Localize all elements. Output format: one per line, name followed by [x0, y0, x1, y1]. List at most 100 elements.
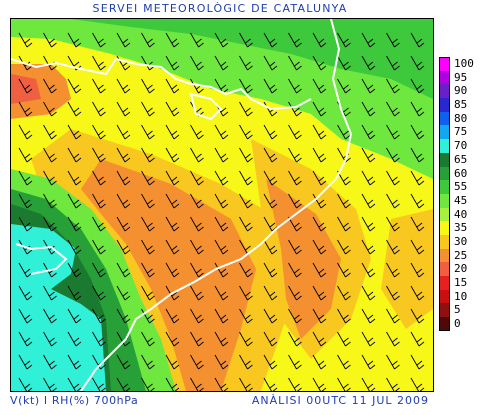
wind-barb [214, 32, 229, 48]
wind-barb [214, 262, 229, 278]
wind-barb [263, 147, 278, 163]
wind-barb [67, 170, 82, 186]
legend-swatch [439, 180, 450, 194]
wind-barb [190, 285, 204, 301]
wind-barb [288, 377, 302, 391]
wind-barb [43, 101, 57, 117]
wind-barb [92, 239, 106, 255]
wind-barb [214, 285, 229, 301]
wind-barb [288, 32, 302, 48]
wind-barb [92, 308, 106, 324]
wind-barb [288, 354, 302, 370]
legend-swatch [439, 248, 450, 263]
wind-barb [67, 101, 82, 117]
legend-swatch [439, 98, 450, 112]
legend-swatch [439, 70, 450, 85]
wind-barb [116, 377, 131, 391]
legend-label: 15 [454, 276, 468, 289]
wind-barb [386, 147, 400, 163]
wind-barb [263, 308, 278, 324]
wind-barb [67, 377, 82, 391]
wind-barb [18, 170, 33, 186]
wind-barb [214, 239, 229, 255]
wind-barb [92, 170, 106, 186]
wind-barb [239, 147, 253, 163]
wind-barb [165, 354, 180, 370]
wind-barb [190, 331, 204, 347]
wind-barb [312, 78, 327, 94]
wind-barb-layer [18, 32, 425, 391]
wind-barb [43, 32, 57, 48]
wind-barb [92, 193, 106, 209]
wind-barb [337, 331, 351, 347]
wind-barb [190, 55, 204, 71]
wind-barb [214, 331, 229, 347]
wind-barb [386, 239, 400, 255]
wind-barb [43, 377, 57, 391]
wind-barb [116, 78, 131, 94]
wind-barb [43, 354, 57, 370]
legend-label: 0 [454, 317, 461, 331]
wind-barb [337, 55, 351, 71]
wind-barb [410, 285, 425, 301]
wind-barb [239, 216, 253, 232]
wind-barb [92, 78, 106, 94]
wind-barb [288, 262, 302, 278]
wind-barb [410, 147, 425, 163]
wind-barb [239, 124, 253, 140]
wind-barb [337, 239, 351, 255]
wind-barb [288, 55, 302, 71]
wind-barb [263, 377, 278, 391]
wind-barb [214, 216, 229, 232]
wind-barb [361, 78, 376, 94]
variables-label: V(kt) I RH(%) 700hPa [10, 394, 139, 407]
wind-barb [165, 147, 180, 163]
legend-swatch [439, 111, 450, 126]
wind-barb [386, 285, 400, 301]
wind-barb [165, 377, 180, 391]
legend-label: 55 [454, 180, 468, 194]
legend-label: 20 [454, 262, 468, 276]
legend-swatch [439, 57, 450, 71]
wind-barb [263, 262, 278, 278]
wind-barb [312, 262, 327, 278]
wind-barb [116, 170, 131, 186]
wind-barb [116, 216, 131, 232]
wind-barb [288, 101, 302, 117]
wind-barb [263, 78, 278, 94]
wind-barb [312, 193, 327, 209]
wind-barb [165, 78, 180, 94]
wind-barb [18, 32, 33, 48]
wind-barb [263, 331, 278, 347]
wind-barb [165, 331, 180, 347]
wind-barb [165, 124, 180, 140]
wind-barb [312, 124, 327, 140]
wind-barb [263, 193, 278, 209]
wind-barb [190, 308, 204, 324]
wind-barb [361, 308, 376, 324]
wind-barb [361, 331, 376, 347]
legend-swatch [439, 139, 450, 153]
wind-barb [116, 308, 131, 324]
wind-barb [141, 170, 155, 186]
legend-label: 65 [454, 152, 468, 166]
wind-barb [361, 193, 376, 209]
wind-barb [141, 193, 155, 209]
wind-barb [116, 285, 131, 301]
wind-barb [263, 354, 278, 370]
wind-barb [410, 32, 425, 48]
wind-barb [410, 124, 425, 140]
legend-label: 30 [454, 234, 468, 248]
wind-barb [312, 377, 327, 391]
wind-barb [165, 216, 180, 232]
wind-barb [116, 239, 131, 255]
wind-barb [190, 377, 204, 391]
wind-barb [165, 239, 180, 255]
wind-barb [288, 308, 302, 324]
wind-barb [263, 170, 278, 186]
wind-barb [337, 354, 351, 370]
wind-barb [312, 101, 327, 117]
legend-label: 35 [454, 221, 468, 235]
wind-barb [410, 55, 425, 71]
wind-barb [410, 354, 425, 370]
